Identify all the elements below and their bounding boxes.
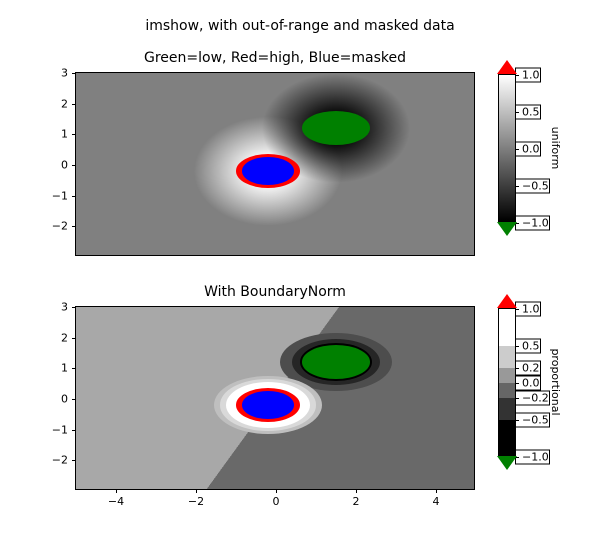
panel-title-bottom: With BoundaryNorm <box>75 284 475 300</box>
green-blob-top <box>302 111 370 145</box>
ytick-mark <box>72 134 76 135</box>
ytick-mark <box>72 73 76 74</box>
colorbar-segment <box>499 368 515 383</box>
colorbar-extend-high <box>497 60 517 74</box>
ytick-mark <box>72 338 76 339</box>
xtick-mark <box>276 489 277 493</box>
xtick-mark <box>196 489 197 493</box>
colorbar-label-bottom: proportional <box>515 348 562 415</box>
axes-top: −2−10123 <box>75 72 475 256</box>
plot-area-bottom <box>76 307 474 489</box>
colorbar-tick-label: −0.5 <box>515 179 550 194</box>
figure-suptitle: imshow, with out-of-range and masked dat… <box>0 18 600 34</box>
colorbar-tick-mark <box>515 75 519 76</box>
colorbar-extend-low <box>497 222 517 236</box>
panel-title-top: Green=low, Red=high, Blue=masked <box>75 50 475 66</box>
ytick-mark <box>72 368 76 369</box>
colorbar-segment <box>499 346 515 368</box>
blue-blob-top <box>242 157 294 185</box>
colorbar-tick-label: −1.0 <box>515 450 550 465</box>
xtick-mark <box>116 489 117 493</box>
blue-blob-bottom <box>242 391 294 419</box>
plot-area-top <box>76 73 474 255</box>
ytick-mark <box>72 226 76 227</box>
axes-bottom: −2−10123−4−2024 <box>75 306 475 490</box>
colorbar-label-top: uniform <box>515 127 562 170</box>
colorbar-tick-mark <box>515 186 519 187</box>
ytick-mark <box>72 460 76 461</box>
colorbar-tick-mark <box>515 309 519 310</box>
colorbar-segment <box>499 420 515 457</box>
colorbar-top: −1.0−0.50.00.51.0uniform <box>498 74 516 222</box>
colorbar-tick-mark <box>515 346 519 347</box>
ytick-mark <box>72 399 76 400</box>
colorbar-segment <box>499 398 515 420</box>
colorbar-tick-label: −1.0 <box>515 216 550 231</box>
xtick-mark <box>356 489 357 493</box>
colorbar-extend-high <box>497 294 517 308</box>
colorbar-segment <box>499 309 515 346</box>
colorbar-extend-low <box>497 456 517 470</box>
ytick-mark <box>72 307 76 308</box>
ytick-mark <box>72 196 76 197</box>
colorbar-tick-mark <box>515 112 519 113</box>
green-blob-bottom <box>302 345 370 379</box>
colorbar-bottom: −1.0−0.5−0.20.00.20.51.0proportional <box>498 308 516 456</box>
colorbar-segment <box>499 383 515 398</box>
ytick-mark <box>72 430 76 431</box>
ytick-mark <box>72 165 76 166</box>
ytick-mark <box>72 104 76 105</box>
colorbar-tick-mark <box>515 420 519 421</box>
xtick-mark <box>436 489 437 493</box>
